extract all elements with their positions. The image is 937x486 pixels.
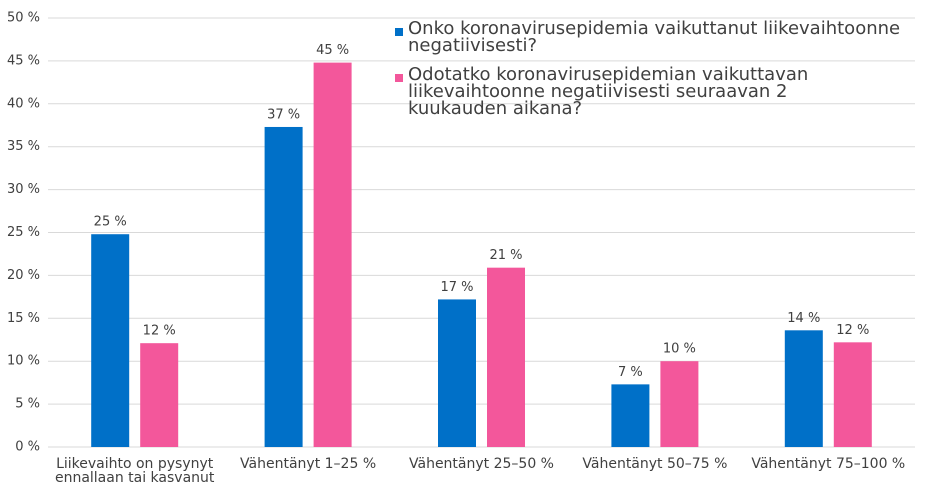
y-tick-label: 45 % (7, 53, 40, 68)
x-tick-label-box: Vähentänyt 75–100 % (751, 457, 906, 472)
data-label: 7 % (618, 365, 643, 380)
bar (660, 361, 699, 447)
x-tick-label: Vähentänyt 75–100 % (751, 457, 906, 472)
data-label: 25 % (94, 215, 127, 230)
legend-marker (395, 74, 403, 82)
y-tick-label: 35 % (7, 139, 40, 154)
y-tick-label: 30 % (7, 182, 40, 197)
y-tick-label: 10 % (7, 354, 40, 369)
legend-marker (395, 28, 403, 36)
x-tick-label: Vähentänyt 50–75 % (582, 457, 728, 472)
bar (91, 234, 130, 447)
bar (140, 343, 179, 447)
bar (784, 330, 823, 447)
bar (611, 384, 650, 447)
x-tick-label: Vähentänyt 25–50 % (409, 457, 554, 472)
legend-label-box: Odotatko koronavirusepidemian vaikuttava… (408, 66, 809, 119)
data-label: 14 % (787, 311, 820, 326)
x-tick-label: Liikevaihto on pysynyt ennallaan tai kas… (54, 457, 215, 486)
y-tick-label: 0 % (15, 440, 40, 455)
data-label: 45 % (316, 43, 349, 58)
legend-label: Odotatko koronavirusepidemian vaikuttava… (408, 66, 809, 119)
bar (833, 342, 872, 447)
data-label: 10 % (663, 342, 696, 357)
bar (487, 267, 525, 447)
x-tick-label-box: Vähentänyt 25–50 % (409, 457, 554, 472)
bar (264, 126, 303, 447)
y-tick-label: 5 % (15, 397, 40, 412)
bar (313, 62, 352, 448)
legend-label: Onko koronavirusepidemia vaikuttanut lii… (408, 20, 901, 56)
y-tick-label: 25 % (7, 225, 40, 240)
x-tick-label-box: Liikevaihto on pysynyt ennallaan tai kas… (54, 457, 215, 486)
x-tick-label: Vähentänyt 1–25 % (240, 457, 377, 472)
x-tick-label-box: Vähentänyt 1–25 % (240, 457, 377, 472)
data-label: 17 % (440, 280, 473, 295)
data-label: 21 % (489, 248, 522, 263)
legend-label-box: Onko koronavirusepidemia vaikuttanut lii… (408, 20, 901, 56)
data-label: 37 % (267, 107, 300, 122)
y-tick-label: 20 % (7, 268, 40, 283)
bar (438, 299, 476, 447)
data-label: 12 % (143, 324, 176, 339)
y-tick-label: 15 % (7, 311, 40, 326)
y-tick-label: 40 % (7, 96, 40, 111)
x-tick-label-box: Vähentänyt 50–75 % (582, 457, 728, 472)
y-tick-label: 50 % (7, 11, 40, 26)
data-label: 12 % (836, 323, 869, 338)
